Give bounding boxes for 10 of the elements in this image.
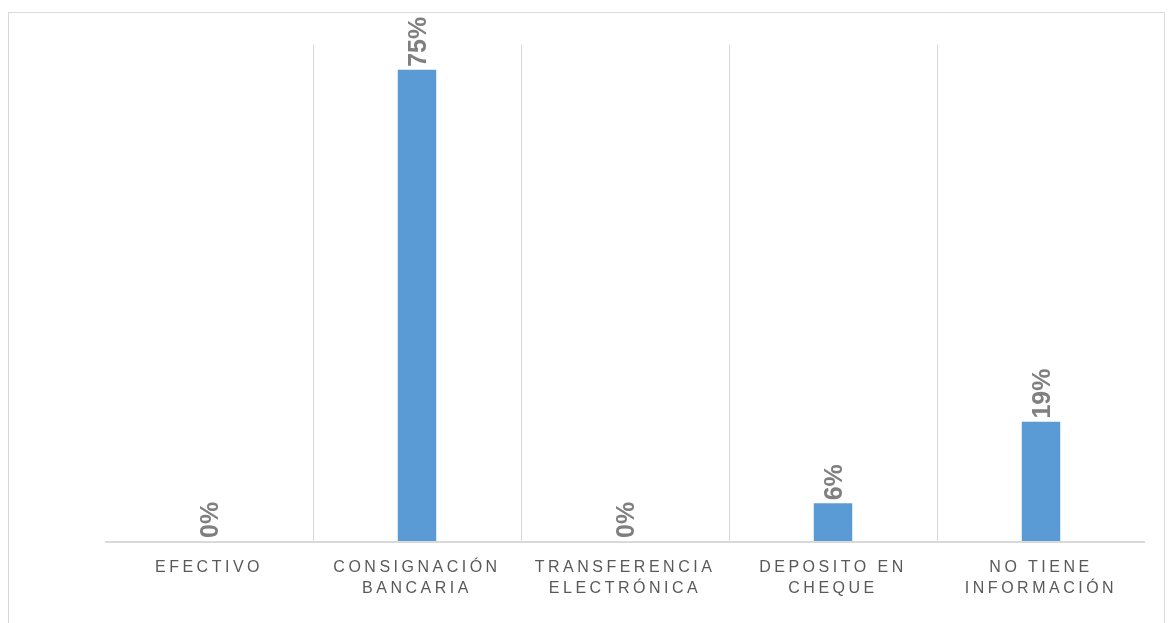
data-label: 19%: [1027, 368, 1055, 419]
data-label: 6%: [819, 464, 847, 501]
x-tick-label: DEPOSITO EN CHEQUE: [759, 557, 907, 596]
x-tick-label: EFECTIVO: [154, 557, 264, 575]
x-tick-label: NO TIENE INFORMACIÓN: [964, 557, 1118, 596]
data-label: 75%: [403, 16, 431, 67]
data-label: 0%: [195, 501, 223, 538]
data-label: 0%: [611, 501, 639, 538]
x-tick-label: CONSIGNACIÓN BANCARIA: [333, 556, 501, 596]
x-tick-label: TRANSFERENCIA ELECTRÓNICA: [534, 557, 716, 596]
